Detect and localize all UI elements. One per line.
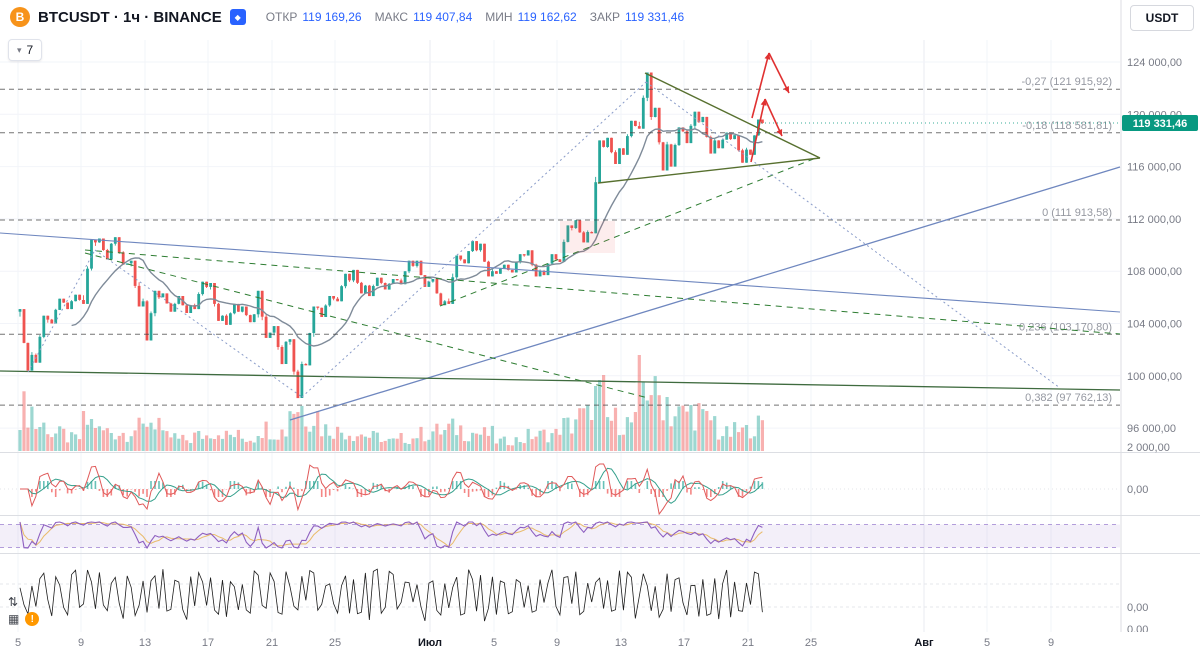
time-label: 17	[677, 637, 691, 649]
svg-text:116 000,00: 116 000,00	[1127, 162, 1181, 174]
time-label: 9	[553, 637, 561, 649]
svg-text:-0,18 (118 581,81): -0,18 (118 581,81)	[1022, 120, 1112, 132]
indicators-collapse-badge[interactable]: ▾ 7	[8, 39, 43, 61]
time-label: 21	[265, 637, 279, 649]
svg-text:124 000,00: 124 000,00	[1127, 57, 1182, 69]
time-axis[interactable]: 5 9 13 17 21 25 Июл 5 9 13 17 21 25 Авг 5 9	[0, 632, 1200, 656]
last-price-tag	[1122, 115, 1198, 131]
indicator-panes-layer	[0, 463, 1120, 622]
alert-icon[interactable]: !	[25, 612, 40, 626]
time-label: 9	[1047, 637, 1055, 649]
close-label: ЗАКР	[589, 10, 620, 24]
low-value: 119 162,62	[517, 10, 577, 24]
svg-text:108 000,00: 108 000,00	[1127, 266, 1182, 278]
indicators-count: 7	[26, 43, 34, 57]
svg-text:119 331,46: 119 331,46	[1133, 118, 1187, 130]
fib-retracement-layer: -0,27 (121 915,92) -0,18 (118 581,81) 0 (1…	[0, 76, 1120, 406]
svg-text:0 (111 913,58): 0 (111 913,58)	[1042, 207, 1112, 219]
close-value: 119 331,46	[624, 10, 685, 24]
currency-unit-button[interactable]: USDT	[1130, 5, 1194, 31]
symbol-logo-icon: B	[10, 7, 30, 27]
svg-text:0,382 (97 762,13): 0,382 (97 762,13)	[1025, 392, 1112, 404]
time-label: 17	[201, 637, 215, 649]
month-label: Авг	[914, 637, 934, 649]
time-label: 5	[490, 637, 498, 649]
exchange-logo-icon: ◆	[229, 9, 246, 25]
price-axis[interactable]	[1121, 0, 1200, 632]
time-label: 13	[138, 637, 152, 649]
svg-text:0,00: 0,00	[1127, 602, 1148, 614]
high-label: МАКС	[374, 10, 409, 24]
candles-layer	[18, 72, 764, 399]
high-value: 119 407,84	[413, 10, 473, 24]
low-label: МИН	[485, 10, 513, 24]
grid-layer	[0, 40, 1120, 632]
svg-text:100 000,00: 100 000,00	[1127, 371, 1182, 383]
open-value: 119 169,26	[302, 10, 362, 24]
chevron-down-icon: ▾	[17, 44, 22, 55]
pane-maximize-icon[interactable]: ▦	[8, 611, 20, 626]
symbol-title[interactable]: BTCUSDT · 1ч · BINANCE	[38, 8, 222, 26]
time-label: 9	[77, 637, 85, 649]
svg-text:0,00: 0,00	[1127, 484, 1148, 496]
pane-controls: ⇅ ▦ !	[8, 595, 40, 626]
time-label: 25	[804, 637, 818, 649]
svg-text:112 000,00: 112 000,00	[1127, 214, 1181, 226]
time-label: 25	[328, 637, 342, 649]
svg-text:104 000,00: 104 000,00	[1127, 319, 1182, 331]
time-label: 21	[741, 637, 755, 649]
time-label: 5	[14, 637, 22, 649]
svg-text:96 000,00: 96 000,00	[1127, 423, 1176, 435]
chart-legend: B BTCUSDT · 1ч · BINANCE ◆ ОТКР 119 169,…	[10, 7, 692, 27]
drawings-layer	[0, 72, 1121, 421]
svg-text:0,236 (103 170,80): 0,236 (103 170,80)	[1019, 321, 1112, 333]
time-label: 13	[614, 637, 628, 649]
svg-text:-0,27 (121 915,92): -0,27 (121 915,92)	[1021, 76, 1112, 88]
ohlc-values: ОТКР 119 169,26 МАКС 119 407,84 МИН 119 …	[266, 10, 692, 24]
month-label: Июл	[417, 637, 443, 649]
volume-layer	[18, 355, 764, 451]
open-label: ОТКР	[265, 10, 298, 24]
svg-text:2 000,00: 2 000,00	[1127, 442, 1170, 454]
projection-arrows-layer	[750, 52, 790, 163]
time-label: 5	[983, 637, 991, 649]
pane-move-icon[interactable]: ⇅	[8, 595, 19, 609]
